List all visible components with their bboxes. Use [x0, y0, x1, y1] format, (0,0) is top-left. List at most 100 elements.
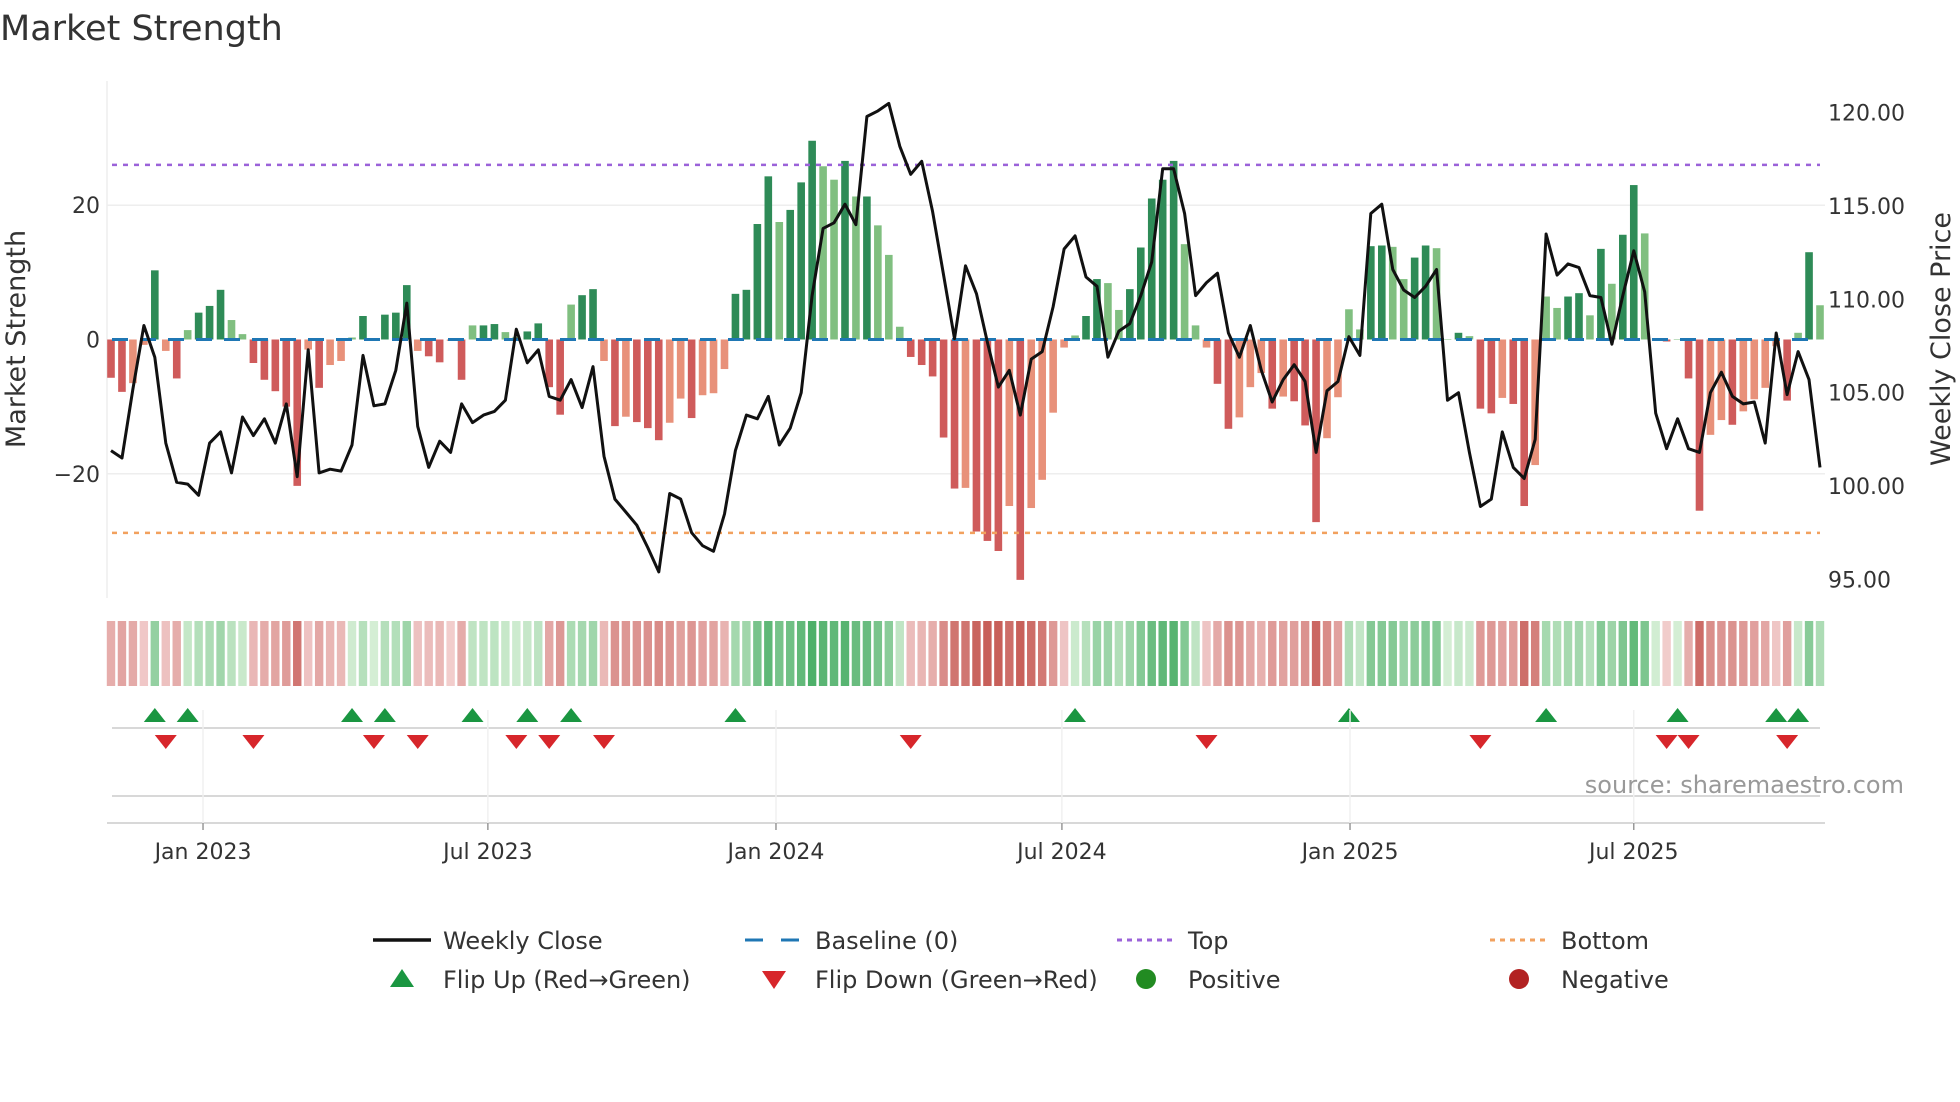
strength-bar: [534, 323, 543, 340]
strip-cell: [950, 621, 959, 686]
y2-tick-label: 95.00: [1828, 568, 1891, 593]
strip-cell: [216, 621, 225, 686]
strip-cell: [1728, 621, 1737, 686]
strength-bar: [1531, 339, 1539, 466]
strip-cell: [512, 621, 521, 686]
strip-cell: [1607, 621, 1617, 686]
strength-bar: [895, 326, 904, 340]
strength-bar: [939, 339, 948, 438]
strip-cell: [260, 621, 269, 686]
strip-cell: [1640, 621, 1649, 686]
strength-bar: [1027, 339, 1036, 509]
strength-bar: [129, 339, 137, 384]
strip-cell: [1169, 621, 1178, 686]
strip-cell: [139, 621, 149, 686]
strip-cell: [1027, 621, 1036, 686]
source-credit: source: sharemaestro.com: [1585, 771, 1904, 799]
strip-cell: [424, 621, 433, 686]
strength-bar: [731, 293, 740, 340]
flip-down-marker: [899, 735, 922, 749]
flip-up-marker: [1535, 708, 1558, 722]
flip-down-marker: [1469, 735, 1492, 749]
strip-cell: [1103, 621, 1113, 686]
strip-cell: [1136, 621, 1145, 686]
legend-label: Positive: [1188, 966, 1281, 994]
flip-up-marker: [461, 708, 484, 722]
flip-up-marker: [373, 708, 396, 722]
strength-bar: [1312, 339, 1320, 523]
strip-cell: [1246, 621, 1255, 686]
strength-bar: [501, 332, 510, 340]
strength-bar: [381, 314, 389, 340]
legend-label: Flip Up (Red→Green): [443, 966, 691, 994]
strength-bar: [1147, 198, 1156, 340]
strength-bar: [863, 196, 871, 340]
strength-bar: [994, 339, 1003, 551]
strip-cell: [1399, 621, 1408, 686]
strength-bar: [589, 289, 597, 340]
strength-bar: [644, 339, 652, 429]
strip-cell: [720, 621, 729, 686]
strip-cell: [1048, 621, 1058, 686]
strength-bar: [140, 339, 148, 345]
strip-cell: [939, 621, 948, 686]
strength-bar: [1728, 339, 1737, 425]
strength-bar: [359, 316, 367, 340]
strength-bars: [107, 140, 1824, 580]
legend-label: Bottom: [1561, 927, 1649, 955]
strip-cell: [435, 621, 444, 686]
strength-bar: [348, 337, 356, 340]
strip-cell: [380, 621, 390, 686]
strip-cell: [764, 621, 773, 686]
strip-cell: [665, 621, 674, 686]
strength-bar: [523, 331, 532, 340]
strip-cell: [183, 621, 192, 686]
strength-bar: [676, 339, 685, 399]
flip-down-marker: [538, 735, 561, 749]
strip-cell: [303, 621, 313, 686]
strength-bar: [1016, 339, 1025, 580]
strip-cell: [1322, 621, 1332, 686]
strip-cell: [1804, 621, 1814, 686]
strength-bar: [172, 339, 181, 379]
flip-down-marker: [592, 735, 615, 749]
strip-cell: [862, 621, 872, 686]
strength-bar: [950, 339, 959, 489]
strip-cell: [457, 621, 466, 686]
strip-cell: [1662, 621, 1671, 686]
strip-cell: [501, 621, 510, 686]
strip-cell: [588, 621, 598, 686]
strength-bar: [1345, 309, 1353, 340]
strip-cell: [753, 621, 762, 686]
strip-cell: [1421, 621, 1430, 686]
strength-bar: [1180, 244, 1189, 340]
strip-cell: [282, 621, 291, 686]
strip-cell: [1498, 621, 1507, 686]
strip-cell: [358, 621, 368, 686]
strength-bar: [1695, 339, 1704, 511]
circle-red-icon: [1509, 969, 1529, 989]
strength-bar: [118, 339, 126, 392]
strength-bar: [1421, 245, 1430, 340]
strip-cell: [1673, 621, 1682, 686]
legend-item: Top: [1117, 927, 1229, 955]
strip-cell: [238, 621, 247, 686]
strength-bar: [1082, 316, 1090, 340]
strength-bar: [1443, 339, 1452, 340]
strip-cell: [1541, 621, 1551, 686]
strength-bar: [972, 339, 981, 532]
x-tick-label: Jan 2024: [726, 840, 825, 865]
strip-cell: [1235, 621, 1244, 686]
strip-cell: [128, 621, 138, 686]
strip-cell: [742, 621, 751, 686]
strength-bar: [633, 339, 641, 423]
strip-cell: [545, 621, 554, 686]
strip-cell: [1224, 621, 1233, 686]
strength-bar: [753, 224, 762, 340]
strip-cell: [994, 621, 1003, 686]
strength-bar: [392, 312, 400, 340]
strength-bar: [468, 325, 477, 340]
strength-bar: [961, 339, 970, 488]
strip-cell: [1651, 621, 1660, 686]
